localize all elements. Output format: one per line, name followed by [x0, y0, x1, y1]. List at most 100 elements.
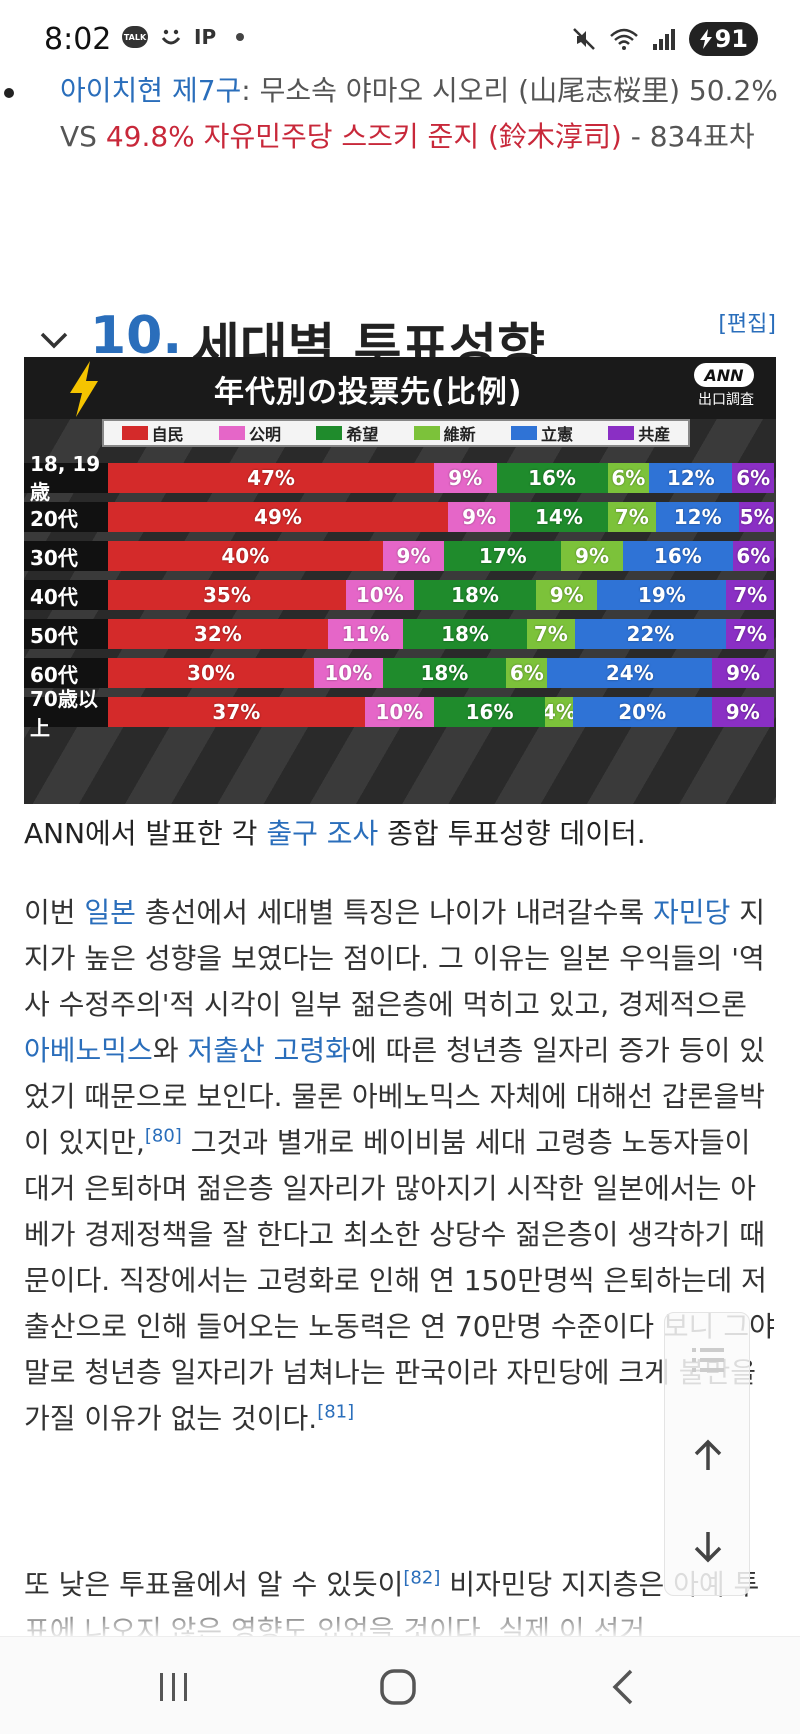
toc-button[interactable] — [665, 1317, 751, 1403]
bar-segment: 17% — [444, 541, 562, 571]
bar-segment: 9% — [434, 463, 497, 493]
bar-segment: 18% — [413, 580, 537, 610]
bar-segment: 9% — [711, 697, 774, 727]
home-icon — [380, 1669, 416, 1705]
battery-level: 91 — [714, 25, 748, 53]
low-birth-aging-link[interactable]: 저출산 고령화 — [187, 1034, 351, 1067]
floating-nav-panel — [664, 1312, 750, 1596]
candidate1-pct: 50.2% — [688, 74, 778, 107]
legend-swatch — [316, 426, 343, 440]
notification-dot-icon — [236, 33, 245, 41]
legend-swatch — [608, 426, 635, 440]
legend-item: 希望 — [316, 421, 378, 445]
bar-segment: 7% — [607, 502, 657, 532]
arrow-up-icon — [694, 1439, 722, 1470]
district-link[interactable]: 아이치현 제7구 — [60, 74, 242, 107]
ann-logo: ANN — [694, 363, 754, 387]
row-label: 70歳以上 — [24, 687, 112, 740]
wifi-icon — [609, 28, 638, 50]
vote-by-age-chart: 年代別の投票先(比例) ANN 出口調査 自民 公明 希望 維新 立憲 共産 18, 19… — [24, 357, 776, 804]
legend-swatch — [121, 426, 148, 440]
bar-segment: 10% — [313, 658, 383, 688]
paragraph-generational-trend: 이번 일본 총선에서 세대별 특징은 나이가 내려갈수록 자민당 지지가 높은 … — [24, 896, 775, 1435]
bar-segment: 10% — [364, 697, 435, 727]
status-bar: 8:02 TALK IP 91 — [0, 0, 800, 80]
bar-segment: 7% — [726, 580, 774, 610]
legend-swatch — [510, 426, 537, 440]
bar-segment: 11% — [327, 619, 404, 649]
bar-segment: 5% — [739, 502, 774, 532]
edit-link[interactable]: [편집] — [718, 312, 776, 337]
row-label: 50代 — [24, 619, 112, 649]
candidate1-name: 무소속 야마오 시오리 (山尾志桜里) — [259, 74, 681, 107]
row-label: 60代 — [24, 658, 112, 688]
bar-segment: 7% — [526, 619, 575, 649]
bar-segment: 14% — [510, 502, 608, 532]
candidate2-name: 49.8% 자유민주당 스즈키 준지 (鈴木淳司) — [105, 120, 622, 153]
ip-icon: IP — [194, 25, 217, 49]
legend-label: 維新 — [443, 425, 476, 444]
recents-icon — [160, 1673, 187, 1701]
japan-link[interactable]: 일본 — [84, 896, 136, 929]
bar-segment: 9% — [712, 658, 774, 688]
section-number: 10. — [90, 306, 183, 366]
scroll-up-button[interactable] — [665, 1413, 751, 1499]
legend-item: 共産 — [608, 421, 670, 445]
bar-segment: 18% — [382, 658, 507, 688]
chevron-down-icon[interactable] — [34, 320, 74, 360]
status-time: 8:02 — [44, 22, 112, 57]
bar-segment: 49% — [108, 502, 448, 532]
home-button[interactable] — [368, 1657, 428, 1717]
legend-item: 自民 — [121, 421, 184, 445]
bar-segment: 19% — [597, 580, 727, 610]
bar-segment: 35% — [108, 580, 346, 610]
bar-segment: 37% — [108, 697, 365, 727]
vote-margin: - 834표차 — [621, 120, 755, 153]
bar-segment: 16% — [622, 541, 733, 571]
chart-legend: 自民 公明 希望 維新 立憲 共産 — [102, 419, 690, 447]
lightning-bolt-icon — [70, 361, 98, 417]
bar-segment: 47% — [108, 463, 435, 493]
bar-segment: 10% — [345, 580, 414, 610]
mute-icon — [572, 28, 595, 50]
arrow-down-icon — [694, 1532, 722, 1563]
row-label: 30代 — [24, 541, 112, 571]
kakaotalk-icon: TALK — [122, 26, 148, 48]
bar-segment: 9% — [536, 580, 598, 610]
legend-label: 公明 — [248, 425, 281, 444]
bar-segment: 9% — [447, 502, 511, 532]
legend-item: 公明 — [218, 421, 281, 445]
bar-segment: 6% — [732, 541, 774, 571]
ann-subtitle: 出口調査 — [698, 392, 754, 408]
back-button[interactable] — [594, 1657, 654, 1717]
footnote-82[interactable]: [82] — [403, 1567, 441, 1589]
chart-title-band: 年代別の投票先(比例) ANN 出口調査 — [24, 357, 776, 419]
bar-segment: 7% — [725, 619, 774, 649]
bullet-dot-icon — [4, 88, 14, 98]
election-result-item: 아이치현 제7구: 무소속 야마오 시오리 (山尾志桜里) 50.2% VS 4… — [4, 68, 780, 160]
bar-segment: 30% — [108, 658, 314, 688]
bar-segment: 6% — [506, 658, 548, 688]
row-label: 40代 — [24, 580, 112, 610]
charging-bolt-icon — [699, 29, 712, 49]
bar-segment: 6% — [732, 463, 774, 493]
footnote-81[interactable]: [81] — [317, 1401, 355, 1423]
legend-item: 維新 — [413, 421, 476, 445]
exit-poll-link[interactable]: 출구 조사 — [266, 817, 379, 850]
scroll-down-button[interactable] — [665, 1503, 751, 1589]
abenomics-link[interactable]: 아베노믹스 — [24, 1034, 153, 1067]
legend-label: 自民 — [151, 425, 184, 444]
bar-segment: 40% — [108, 541, 383, 571]
chart-caption: ANN에서 발표한 각 출구 조사 종합 투표성향 데이터. — [24, 817, 646, 850]
row-label: 20代 — [24, 502, 112, 532]
battery-indicator: 91 — [688, 22, 758, 56]
recents-button[interactable] — [144, 1657, 204, 1717]
bar-segment: 18% — [403, 619, 527, 649]
smile-icon — [161, 29, 181, 45]
bar-segment: 24% — [547, 658, 713, 688]
bar-segment: 12% — [649, 463, 733, 493]
footnote-80[interactable]: [80] — [144, 1125, 182, 1147]
ldp-link[interactable]: 자민당 — [653, 896, 731, 929]
chart-title: 年代別の投票先(比例) — [214, 375, 523, 410]
bar-segment: 16% — [496, 463, 608, 493]
